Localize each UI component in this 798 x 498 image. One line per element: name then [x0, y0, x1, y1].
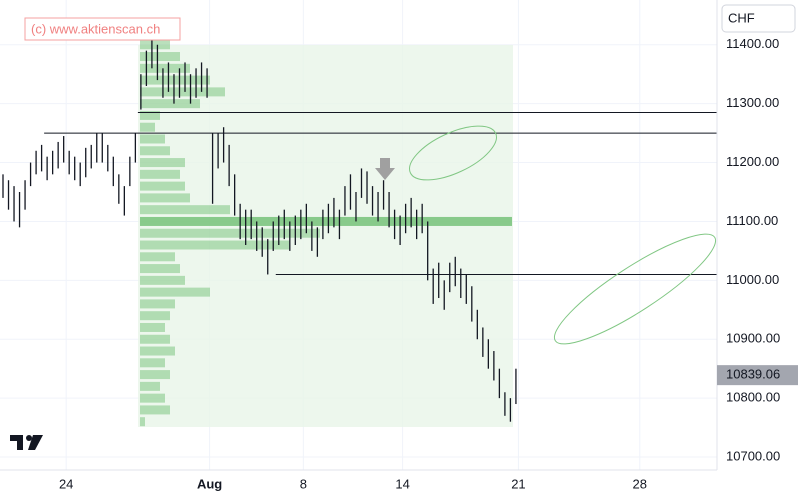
volume-profile	[140, 40, 512, 427]
currency-button[interactable]	[721, 4, 796, 33]
profile-bar	[140, 158, 185, 168]
profile-bar	[140, 63, 190, 73]
y-tick-label: 11100.00	[726, 213, 778, 228]
profile-bar	[140, 134, 165, 144]
y-tick-label: 10900.00	[726, 331, 780, 346]
profile-bar	[140, 228, 320, 238]
currency[interactable]: CHF	[728, 10, 755, 25]
profile-bar	[140, 299, 175, 309]
x-tick-label: 8	[300, 476, 307, 491]
profile-bar	[140, 240, 290, 250]
drawing-ellipse	[409, 125, 497, 181]
axis: 10700.00 10800.00 10900.00 11000.00 11100.00…	[59, 36, 798, 491]
y-tick-label: 10800.00	[726, 390, 780, 405]
profile-bar	[140, 358, 165, 368]
profile-bar	[140, 193, 190, 203]
profile-bar	[140, 146, 170, 156]
x-tick-label: 24	[59, 476, 73, 491]
arrow-marker	[375, 158, 395, 180]
profile-bar	[140, 393, 165, 403]
profile-bar	[140, 205, 230, 215]
x-tick-label: Aug	[197, 476, 222, 491]
y-tick-label: 10700.00	[726, 448, 780, 463]
x-tick-label: 28	[633, 476, 647, 491]
y-tick-label: 11200.00	[726, 154, 779, 169]
profile-bar	[140, 417, 145, 427]
profile-bar	[140, 99, 200, 109]
profile-bar	[140, 311, 170, 321]
profile-bar	[140, 52, 180, 62]
y-tick-label: 11300.00	[726, 95, 779, 110]
profile-bar	[140, 322, 165, 332]
profile-bar	[140, 346, 175, 356]
profile-bar	[140, 287, 210, 297]
profile-bar	[140, 122, 155, 132]
watermark: (c) www.aktienscan.ch	[31, 21, 160, 36]
profile-bar	[140, 169, 180, 179]
horizontal-lines	[44, 111, 717, 275]
profile-bar	[140, 405, 170, 415]
profile-bar	[140, 110, 160, 120]
last-price-label: 10839.06	[726, 367, 780, 382]
tv-logo	[10, 435, 43, 450]
y-tick-label: 11400.00	[726, 36, 779, 51]
profile-bar	[140, 275, 185, 285]
profile-bar	[140, 87, 225, 97]
last-price-tag	[717, 365, 798, 386]
profile-bar	[140, 334, 170, 344]
profile-bar	[140, 216, 512, 226]
profile-area	[138, 45, 513, 427]
drawing-ellipse	[553, 233, 717, 345]
x-tick-label: 21	[511, 476, 525, 491]
profile-bar	[140, 264, 180, 274]
profile-bar	[140, 181, 185, 191]
x-tick-label: 14	[395, 476, 409, 491]
profile-bar	[140, 252, 175, 262]
profile-bar	[140, 381, 160, 391]
profile-bar	[140, 75, 210, 85]
profile-bar	[140, 40, 170, 50]
watermark-box	[24, 17, 181, 41]
price-bars	[2, 38, 517, 422]
y-tick-label: 11000.00	[726, 272, 779, 287]
profile-bar	[140, 370, 170, 380]
